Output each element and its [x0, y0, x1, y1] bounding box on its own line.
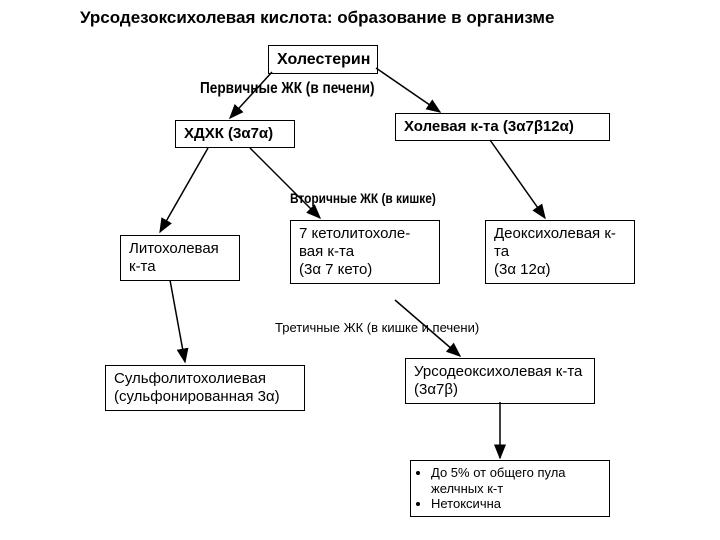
node-cholic: Холевая к-та (3α7β12α): [395, 113, 610, 141]
node-deoxy: Деоксихолевая к-та (3α 12α): [485, 220, 635, 284]
label-secondary: Вторичные ЖК (в кишке): [290, 190, 436, 206]
label-tertiary: Третичные ЖК (в кишке и печени): [275, 320, 479, 335]
node-litho: Литохолевая к-та: [120, 235, 240, 281]
note-item: До 5% от общего пула желчных к-т: [431, 465, 603, 496]
node-urso: Урсодеоксихолевая к-та (3α7β): [405, 358, 595, 404]
label-primary: Первичные ЖК (в печени): [200, 80, 374, 98]
note-item: Нетоксична: [431, 496, 603, 512]
notes-box: До 5% от общего пула желчных к-т Нетокси…: [410, 460, 610, 517]
node-cholesterol: Холестерин: [268, 45, 378, 74]
node-xdxk: ХДХК (3α7α): [175, 120, 295, 148]
node-keto: 7 кетолитохоле-вая к-та (3α 7 кето): [290, 220, 440, 284]
node-sulfo: Сульфолитохолиевая (сульфонированная 3α): [105, 365, 305, 411]
page-title: Урсодезоксихолевая кислота: образование …: [80, 8, 554, 28]
